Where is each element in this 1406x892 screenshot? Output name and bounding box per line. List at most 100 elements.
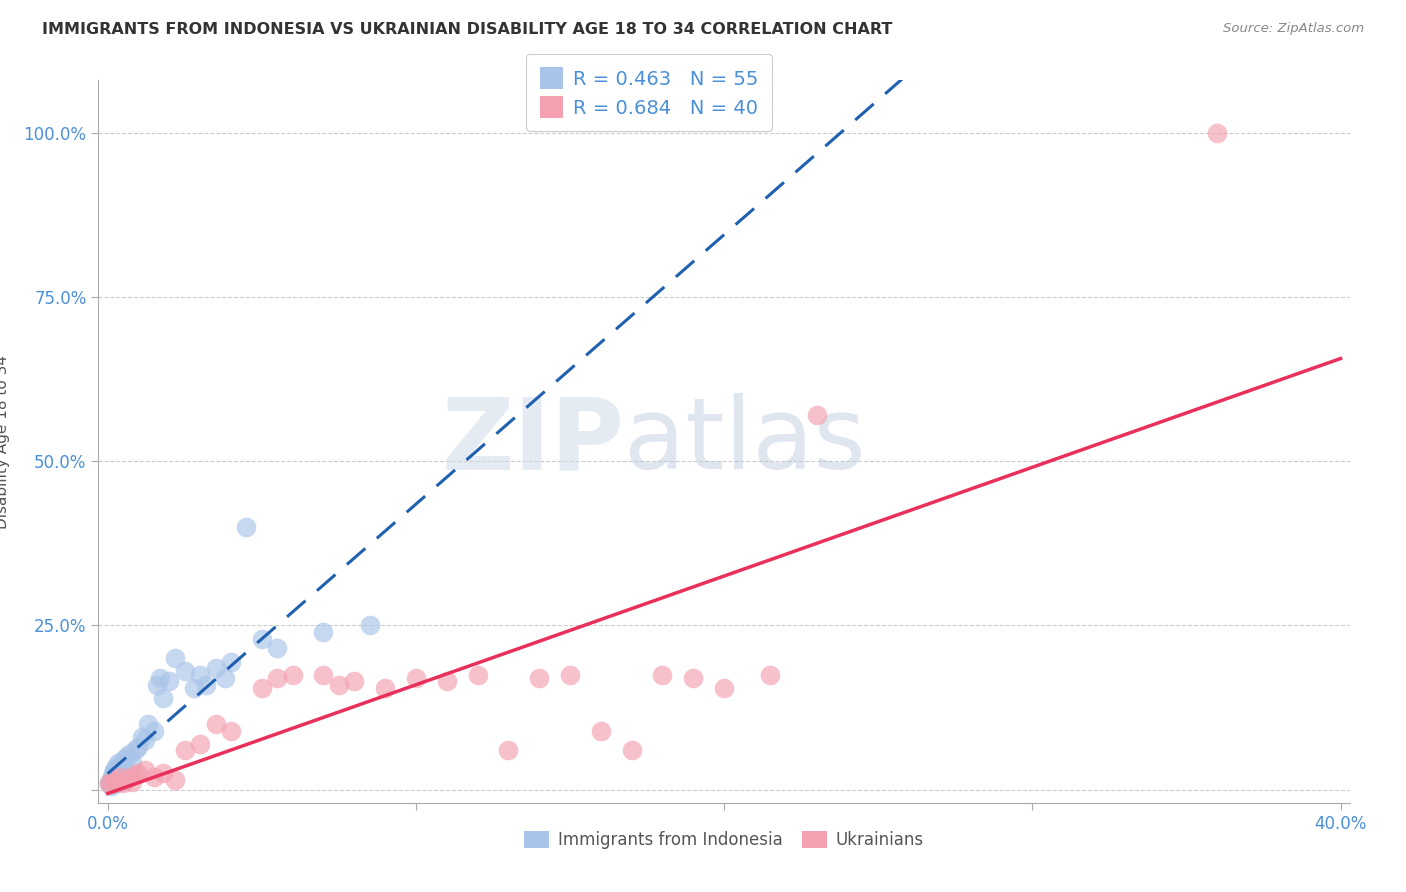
Point [173, 665, 195, 679]
Point [100, 779, 122, 793]
Point [110, 770, 132, 784]
Point [188, 737, 211, 751]
Y-axis label: Disability Age 18 to 34: Disability Age 18 to 34 [0, 354, 10, 529]
Point [142, 723, 165, 738]
Point [107, 772, 129, 787]
Point [214, 671, 236, 685]
Text: atlas: atlas [624, 393, 866, 490]
Point [436, 674, 458, 689]
Point [152, 766, 174, 780]
Point [195, 677, 218, 691]
Point [759, 667, 782, 681]
Point [104, 772, 127, 787]
Point [713, 681, 735, 695]
Point [188, 667, 211, 681]
Point [108, 774, 131, 789]
Point [118, 747, 141, 761]
Point [100, 771, 122, 785]
Point [682, 671, 704, 685]
Point [136, 717, 159, 731]
Point [121, 756, 143, 771]
Point [219, 723, 242, 738]
Text: Source: ZipAtlas.com: Source: ZipAtlas.com [1223, 22, 1364, 36]
Point [498, 743, 520, 757]
Point [183, 681, 205, 695]
Point [115, 749, 138, 764]
Point [149, 671, 172, 685]
Point [101, 777, 124, 791]
Point [152, 690, 174, 705]
Point [235, 520, 257, 534]
Point [101, 773, 124, 788]
Point [104, 760, 127, 774]
Point [103, 774, 125, 789]
Point [98, 777, 121, 791]
Point [104, 768, 127, 782]
Point [107, 756, 129, 771]
Point [589, 723, 612, 738]
Point [105, 774, 128, 789]
Text: ZIP: ZIP [441, 393, 624, 490]
Point [266, 671, 288, 685]
Point [101, 770, 124, 784]
Point [121, 774, 143, 789]
Point [134, 733, 156, 747]
Point [112, 760, 135, 774]
Point [165, 651, 187, 665]
Point [105, 763, 128, 777]
Point [105, 776, 128, 790]
Point [131, 730, 153, 744]
Point [118, 771, 141, 785]
Point [312, 625, 335, 640]
Point [108, 760, 131, 774]
Point [806, 409, 828, 423]
Point [103, 772, 125, 787]
Point [266, 641, 288, 656]
Point [281, 667, 304, 681]
Point [98, 776, 121, 790]
Point [124, 768, 146, 782]
Point [173, 743, 195, 757]
Point [343, 674, 366, 689]
Point [250, 632, 273, 646]
Point [127, 739, 149, 754]
Point [124, 743, 146, 757]
Point [527, 671, 550, 685]
Point [204, 717, 226, 731]
Point [112, 753, 135, 767]
Point [165, 772, 187, 787]
Point [204, 661, 226, 675]
Point [115, 772, 138, 787]
Point [103, 763, 125, 777]
Point [127, 766, 149, 780]
Point [100, 777, 122, 791]
Point [98, 776, 121, 790]
Point [1206, 126, 1229, 140]
Point [108, 770, 131, 784]
Legend: Immigrants from Indonesia, Ukrainians: Immigrants from Indonesia, Ukrainians [517, 824, 931, 856]
Point [103, 771, 125, 785]
Point [134, 763, 156, 777]
Point [250, 681, 273, 695]
Point [142, 770, 165, 784]
Point [103, 777, 125, 791]
Point [101, 776, 124, 790]
Point [359, 618, 381, 632]
Point [103, 766, 125, 780]
Point [105, 766, 128, 780]
Point [374, 681, 396, 695]
Point [405, 671, 427, 685]
Text: IMMIGRANTS FROM INDONESIA VS UKRAINIAN DISABILITY AGE 18 TO 34 CORRELATION CHART: IMMIGRANTS FROM INDONESIA VS UKRAINIAN D… [42, 22, 893, 37]
Point [100, 772, 122, 787]
Point [328, 677, 350, 691]
Point [620, 743, 643, 757]
Point [112, 776, 135, 790]
Point [146, 677, 169, 691]
Point [105, 774, 128, 789]
Point [467, 667, 489, 681]
Point [558, 667, 581, 681]
Point [312, 667, 335, 681]
Point [219, 655, 242, 669]
Point [100, 774, 122, 789]
Point [651, 667, 673, 681]
